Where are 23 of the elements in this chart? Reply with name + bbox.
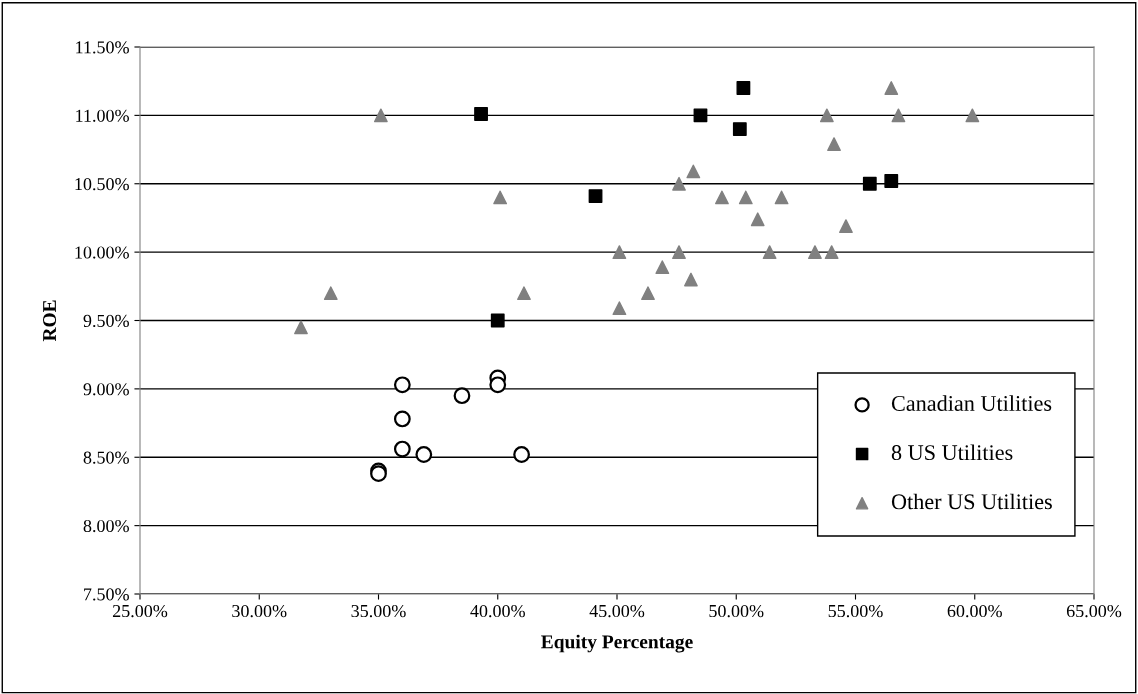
legend-label: 8 US Utilities — [891, 444, 1013, 461]
y-tick-label: 9.50% — [83, 314, 129, 328]
y-tick-label: 11.00% — [76, 109, 129, 122]
x-tick-label: 40.00% — [470, 604, 525, 618]
x-tick-label: 50.00% — [709, 604, 764, 618]
legend-label: Other US Utilities — [891, 493, 1052, 510]
y-tick-label: 9.00% — [83, 383, 129, 396]
y-axis-title: ROE — [43, 300, 57, 342]
legend-label: Canadian Utilities — [891, 395, 1052, 411]
x-tick-label: 60.00% — [947, 604, 1002, 618]
x-tick-label: 30.00% — [232, 604, 287, 618]
x-tick-label: 55.00% — [828, 604, 883, 618]
y-tick-label: 8.50% — [83, 451, 129, 464]
x-tick-label: 25.00% — [112, 604, 168, 618]
x-tick-label: 35.00% — [351, 604, 406, 618]
y-tick-label: 11.50% — [76, 41, 129, 54]
y-tick-label: 10.50% — [75, 178, 129, 191]
x-axis-title: Equity Percentage — [541, 634, 693, 653]
y-tick-label: 8.00% — [83, 519, 129, 533]
x-tick-label: 65.00% — [1066, 604, 1122, 618]
y-tick-label: 7.50% — [84, 588, 129, 601]
y-tick-label: 10.00% — [75, 246, 129, 259]
x-tick-label: 45.00% — [589, 604, 645, 618]
